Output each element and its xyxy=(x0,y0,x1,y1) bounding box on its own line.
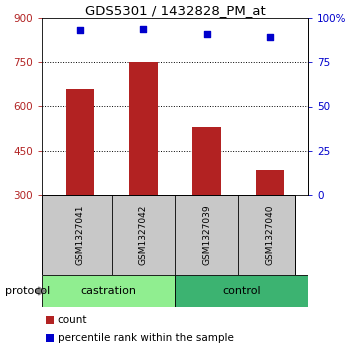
Point xyxy=(267,34,273,40)
Text: percentile rank within the sample: percentile rank within the sample xyxy=(58,333,234,343)
Text: count: count xyxy=(58,315,87,325)
Text: control: control xyxy=(222,286,261,296)
Point xyxy=(204,31,209,37)
Bar xyxy=(66,89,94,195)
Bar xyxy=(129,62,158,195)
Text: GSM1327040: GSM1327040 xyxy=(266,205,274,265)
Text: GSM1327041: GSM1327041 xyxy=(76,205,84,265)
Bar xyxy=(175,275,308,307)
Point xyxy=(77,28,83,33)
Text: protocol: protocol xyxy=(5,286,50,296)
Title: GDS5301 / 1432828_PM_at: GDS5301 / 1432828_PM_at xyxy=(85,4,265,17)
Point xyxy=(141,26,146,32)
Bar xyxy=(42,275,175,307)
Text: GSM1327039: GSM1327039 xyxy=(202,205,211,265)
Bar xyxy=(193,127,221,195)
Text: castration: castration xyxy=(80,286,136,296)
Bar xyxy=(256,170,284,195)
Text: GSM1327042: GSM1327042 xyxy=(139,205,148,265)
